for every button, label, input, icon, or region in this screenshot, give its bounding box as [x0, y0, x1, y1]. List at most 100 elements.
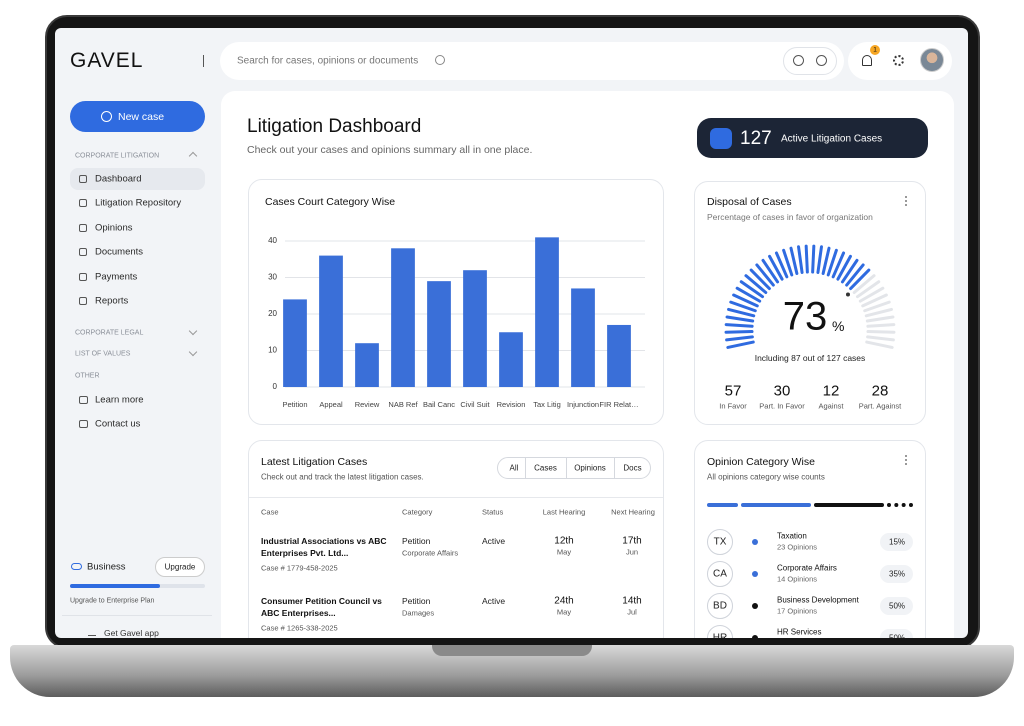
nav-icon [79, 248, 87, 257]
stat-label: Part. Against [858, 401, 902, 411]
bar [499, 332, 523, 387]
status: Active [482, 596, 506, 606]
theme-toggle[interactable] [783, 47, 837, 75]
cloud-icon [71, 563, 82, 570]
search-placeholder: Search for cases, opinions or documents [237, 55, 419, 67]
active-icon [710, 128, 732, 149]
settings-icon[interactable] [893, 55, 904, 66]
bar [607, 324, 631, 387]
moon-icon [793, 55, 804, 66]
card-title: Opinion Category Wise [707, 456, 815, 468]
get-app[interactable]: Get Gavel app [104, 628, 159, 638]
filter-tab[interactable]: Docs [623, 463, 642, 473]
stat-label: In Favor [719, 401, 747, 411]
filter-tab[interactable]: Cases [534, 463, 557, 473]
bar [319, 255, 343, 387]
code-circle [707, 529, 733, 555]
upgrade-label[interactable]: Upgrade [164, 562, 196, 572]
filter-tab[interactable]: Opinions [574, 463, 606, 473]
stat-label: Part. In Favor [759, 401, 805, 411]
section-title[interactable]: LIST OF VALUES [75, 350, 131, 358]
stat-label: Against [818, 401, 844, 411]
category-name: Business Development [777, 595, 859, 605]
category-code: CA [713, 568, 727, 580]
filter-divider [614, 457, 615, 479]
bar [391, 248, 415, 387]
bar [427, 281, 451, 387]
nav-item[interactable]: Litigation Repository [95, 197, 182, 209]
chart-title: Cases Court Category Wise [265, 196, 396, 208]
nav-icon [79, 420, 88, 428]
nav-active [70, 168, 205, 190]
percent-pill [880, 533, 913, 551]
nav-icon [79, 223, 87, 232]
nav-item[interactable]: Learn more [95, 394, 144, 406]
nav-item[interactable]: Payments [95, 271, 138, 283]
avatar[interactable] [920, 48, 944, 72]
search-icon [435, 55, 445, 65]
nav-item[interactable]: Documents [95, 246, 144, 258]
column-header: Next Hearing [611, 507, 655, 517]
card-title: Latest Litigation Cases [261, 456, 368, 468]
bell-icon[interactable] [862, 55, 872, 66]
last-hearing-day: 12th [554, 535, 574, 547]
laptop-notch [432, 645, 592, 656]
table-divider [249, 497, 663, 498]
category-bar [707, 503, 738, 507]
next-hearing-month: Jul [627, 607, 637, 617]
x-tick-label: Appeal [319, 400, 343, 409]
y-tick-label: 0 [273, 382, 278, 391]
category: Petition [402, 536, 431, 546]
x-tick-label: Petition [282, 400, 307, 409]
menu-dots[interactable] [905, 455, 907, 465]
gauge-track [852, 274, 896, 349]
percent-pill [880, 597, 913, 615]
card-subtitle: Percentage of cases in favor of organiza… [707, 212, 873, 222]
nav-item[interactable]: Reports [95, 295, 129, 307]
x-tick-label: Bail Canc [423, 400, 455, 409]
category-count: 17 Opinions [777, 606, 818, 616]
filter-tab[interactable]: All [509, 463, 519, 473]
y-tick-label: 30 [268, 273, 277, 282]
category-count: 23 Opinions [777, 542, 818, 552]
notification-badge: 1 [873, 46, 877, 54]
upgrade-button[interactable] [155, 557, 205, 577]
nav-item[interactable]: Contact us [95, 418, 141, 430]
column-header: Status [482, 507, 504, 517]
filter-group [497, 457, 651, 479]
y-tick-label: 40 [268, 236, 277, 245]
category-dot [752, 539, 758, 545]
page-title: Litigation Dashboard [247, 116, 422, 137]
menu-dots[interactable] [905, 196, 907, 206]
code-circle [707, 593, 733, 619]
bar [535, 237, 559, 387]
search-box[interactable] [220, 42, 844, 80]
case-name[interactable]: Industrial Associations vs ABC Enterpris… [261, 536, 387, 558]
gauge-filled [724, 244, 871, 349]
download-icon [88, 628, 96, 636]
nav-item[interactable]: Opinions [95, 222, 133, 234]
new-case-button[interactable] [70, 101, 205, 132]
active-cases-pill [697, 118, 928, 158]
category-code: HR [713, 633, 727, 639]
nav-item[interactable]: Dashboard [95, 173, 142, 185]
category-name: HR Services [777, 627, 822, 637]
sun-icon [816, 55, 827, 66]
bar [355, 343, 379, 387]
collapse-button[interactable] [192, 55, 204, 67]
gauge-note: Including 87 out of 127 cases [754, 353, 866, 363]
plus-icon [101, 111, 112, 122]
case-name[interactable]: Consumer Petition Council vs ABC Enterpr… [261, 596, 382, 618]
badge [870, 45, 880, 55]
case-number: Case # 1265-338-2025 [261, 623, 338, 633]
category-percent: 35% [888, 569, 906, 579]
active-label: Active Litigation Cases [781, 133, 883, 145]
last-hearing-day: 24th [554, 595, 574, 607]
category-name: Taxation [777, 531, 807, 541]
section-title[interactable]: OTHER [75, 372, 100, 380]
logo: GAVEL [70, 49, 144, 72]
x-tick-label: Revision [497, 400, 526, 409]
section-title[interactable]: CORPORATE LEGAL [75, 329, 144, 337]
